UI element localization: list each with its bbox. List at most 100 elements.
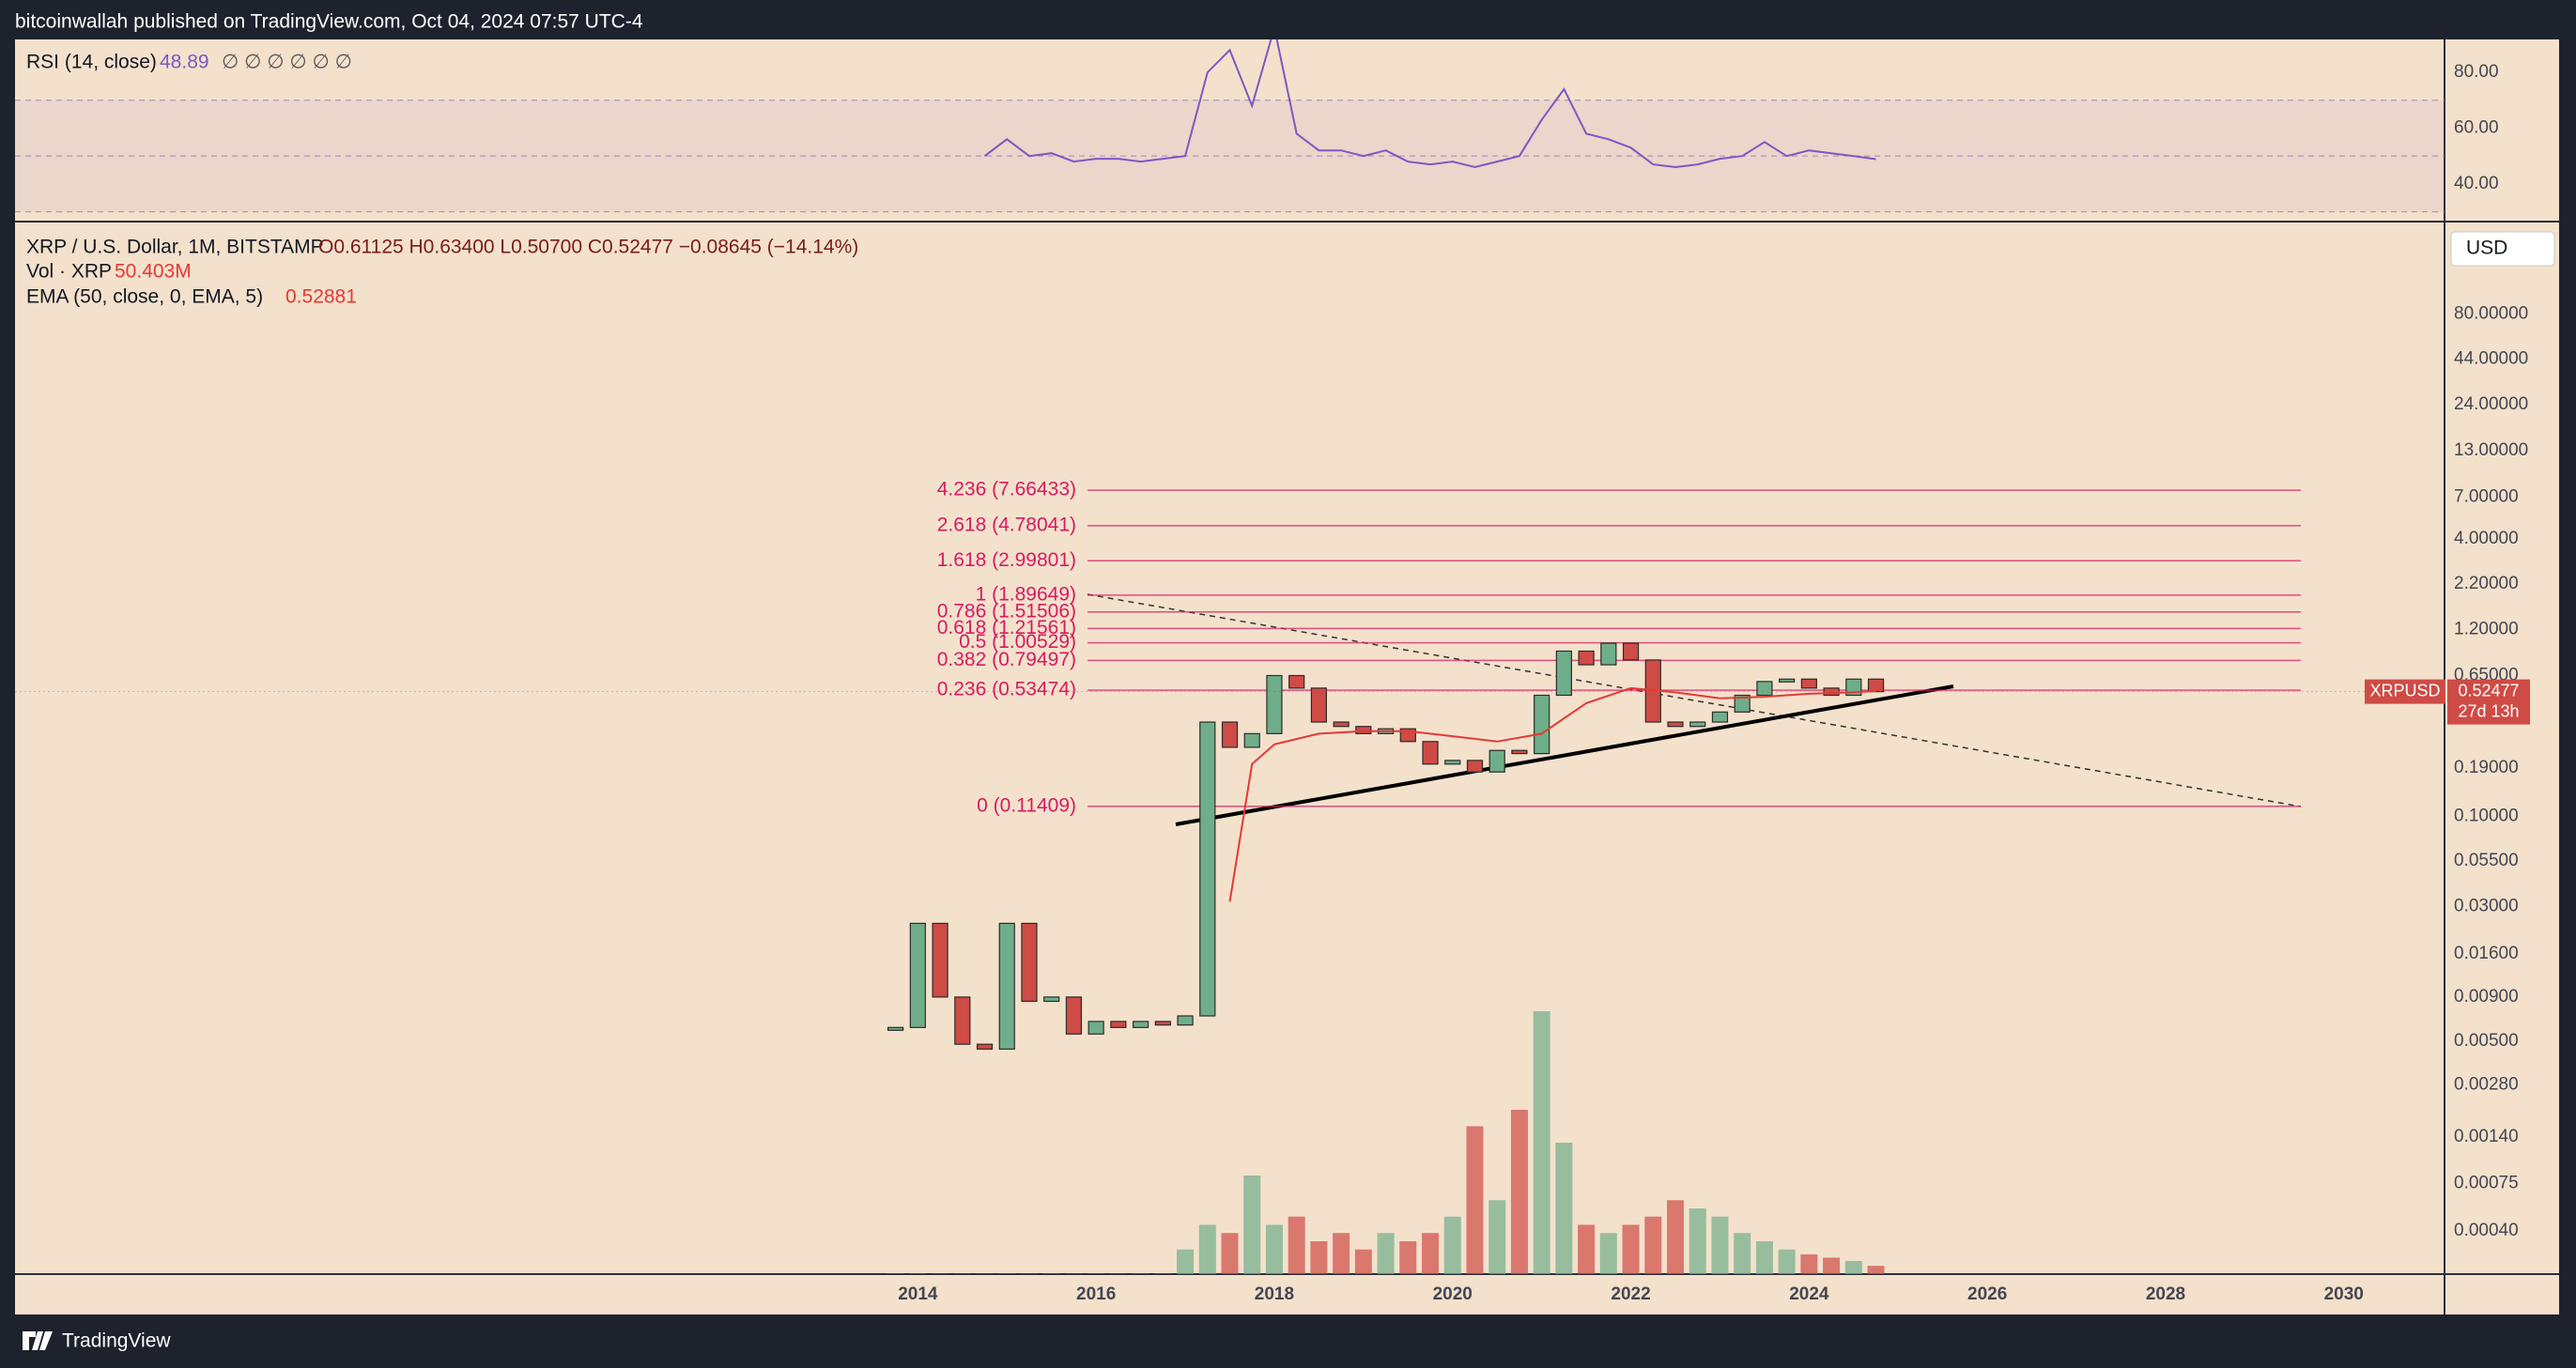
candle xyxy=(932,922,949,998)
candle xyxy=(1177,1015,1194,1026)
candle xyxy=(1288,674,1305,689)
brand: TradingView xyxy=(62,1330,171,1352)
volume-bar xyxy=(1422,1233,1440,1274)
candle xyxy=(1622,642,1640,661)
x-tick-label: 2022 xyxy=(1611,1284,1650,1304)
candle xyxy=(976,1043,994,1050)
ema-value: 0.52881 xyxy=(285,286,357,308)
volume-bar xyxy=(1578,1224,1596,1274)
candle xyxy=(1600,642,1617,666)
y-tick-label: 0.00900 xyxy=(2454,987,2519,1007)
volume-bar xyxy=(1443,1216,1461,1274)
candle xyxy=(998,922,1015,1050)
candle xyxy=(1333,721,1350,728)
chart-area xyxy=(15,39,2559,1314)
x-tick-label: 2028 xyxy=(2146,1284,2185,1304)
x-tick-label: 2020 xyxy=(1433,1284,1473,1304)
fib-label: 0.786 (1.51506) xyxy=(937,600,1076,622)
fib-label: 0.5 (1.00529) xyxy=(959,631,1076,653)
rsi-extra: ∅ ∅ ∅ ∅ ∅ ∅ xyxy=(222,52,352,73)
volume-bar xyxy=(1154,1273,1172,1274)
candle xyxy=(1266,674,1283,734)
candle xyxy=(1043,996,1060,1003)
y-tick-label: 0.03000 xyxy=(2454,897,2519,916)
candle xyxy=(1132,1021,1149,1028)
candle xyxy=(1534,694,1550,755)
candle xyxy=(1199,721,1216,1017)
fib-label: 0.618 (1.21561) xyxy=(937,617,1076,638)
x-tick-label: 2024 xyxy=(1789,1284,1829,1304)
candle xyxy=(1711,711,1729,723)
volume-bar xyxy=(1555,1143,1573,1274)
y-tick-label: 80.00 xyxy=(2454,62,2499,82)
candle xyxy=(1555,650,1572,697)
candle xyxy=(1779,678,1796,683)
volume-bar xyxy=(1265,1224,1283,1274)
y-tick-label: 0.05500 xyxy=(2454,851,2519,870)
candle xyxy=(909,922,926,1028)
symbol-tag-label: XRPUSD xyxy=(2369,681,2440,699)
price-pane: 4.236 (7.66433) 2.618 (4.78041) 1.618 (2.9… xyxy=(15,479,2445,1274)
volume-bar xyxy=(1489,1200,1506,1274)
volume-bar xyxy=(1354,1249,1372,1274)
fib-label: 1.618 (2.99801) xyxy=(937,549,1076,571)
x-tick-label: 2030 xyxy=(2324,1284,2364,1304)
y-tick-label: 2.20000 xyxy=(2454,574,2519,593)
candle xyxy=(1466,760,1484,773)
candle xyxy=(1689,721,1706,728)
volume-bar xyxy=(1399,1241,1417,1274)
symbol-title: XRP / U.S. Dollar, 1M, BITSTAMP xyxy=(26,237,324,258)
candle xyxy=(1154,1021,1171,1026)
volume-bar xyxy=(1221,1233,1239,1274)
brand-logo xyxy=(23,1331,53,1350)
trendline-dashed xyxy=(1087,593,2302,807)
candle xyxy=(1756,681,1773,697)
candle xyxy=(1444,760,1461,765)
x-tick-label: 2026 xyxy=(1967,1284,2007,1304)
volume-bar xyxy=(1844,1261,1862,1274)
y-tick-label: 0.00075 xyxy=(2454,1174,2519,1193)
y-tick-label: 0.19000 xyxy=(2454,758,2519,777)
y-tick-label: 0.00140 xyxy=(2454,1127,2519,1146)
volume-bar xyxy=(1667,1200,1685,1274)
y-tick-label: 13.00000 xyxy=(2454,440,2528,460)
currency-label: USD xyxy=(2466,238,2507,259)
x-tick-label: 2014 xyxy=(898,1284,938,1304)
candle xyxy=(1021,922,1038,1003)
publish-info: bitcoinwallah published on TradingView.c… xyxy=(15,11,643,33)
volume-bar xyxy=(1689,1208,1706,1274)
y-tick-label: 0.00500 xyxy=(2454,1031,2519,1051)
volume-bar xyxy=(1177,1249,1195,1274)
volume-bar xyxy=(1533,1011,1550,1274)
volume-bar xyxy=(1800,1254,1818,1274)
fib-label: 1 (1.89649) xyxy=(976,583,1076,605)
rsi-title: RSI (14, close) xyxy=(26,52,157,73)
y-tick-label: 44.00000 xyxy=(2454,348,2528,368)
candle xyxy=(1800,678,1817,689)
fib-label: 0.236 (0.53474) xyxy=(937,679,1076,700)
volume-bar xyxy=(1867,1266,1885,1274)
y-tick-label: 1.20000 xyxy=(2454,619,2519,638)
price-countdown: 27d 13h xyxy=(2458,701,2519,720)
volume-bar xyxy=(1711,1216,1729,1274)
volume-bar xyxy=(1622,1224,1640,1274)
volume-bar xyxy=(1310,1241,1328,1274)
rsi-value: 48.89 xyxy=(160,52,209,73)
candle xyxy=(1823,687,1840,697)
rsi-line xyxy=(983,39,1876,169)
volume-bar xyxy=(1243,1176,1261,1274)
fib-label: 0 (0.11409) xyxy=(977,794,1076,816)
y-tick-label: 0.00280 xyxy=(2454,1074,2519,1094)
y-tick-label: 0.10000 xyxy=(2454,806,2519,825)
volume-bar xyxy=(1734,1233,1751,1274)
y-tick-label: 0.01600 xyxy=(2454,944,2519,963)
rsi-pane xyxy=(15,39,2445,213)
volume-label: Vol · XRP xyxy=(26,261,112,283)
price-tag-value: 0.52477 xyxy=(2458,681,2519,699)
symbol-tag xyxy=(2365,679,2445,704)
ema-label: EMA (50, close, 0, EMA, 5) xyxy=(26,286,263,308)
volume-bar xyxy=(1466,1126,1484,1274)
fib-label: 4.236 (7.66433) xyxy=(937,479,1076,500)
currency-button[interactable] xyxy=(2450,231,2555,267)
volume-bar xyxy=(1288,1216,1305,1274)
